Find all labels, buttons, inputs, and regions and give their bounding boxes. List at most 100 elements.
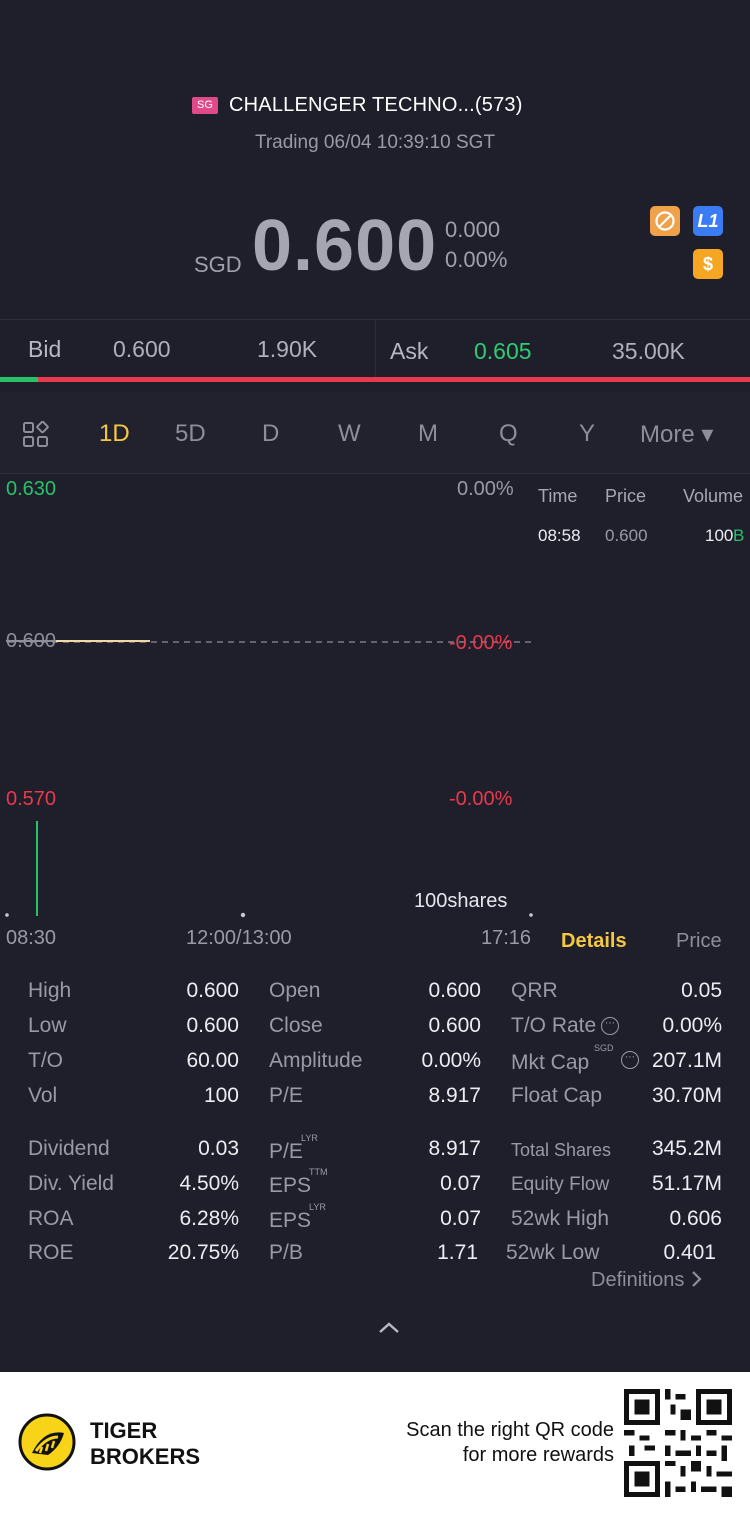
tab-details[interactable]: Details bbox=[561, 930, 627, 952]
stat-label: Close bbox=[269, 1014, 323, 1037]
stat-value: 0.600 bbox=[186, 1014, 239, 1037]
stat-value: 20.75% bbox=[167, 1241, 239, 1264]
tab-1d[interactable]: 1D bbox=[99, 420, 130, 447]
market-badge: SG bbox=[192, 97, 218, 114]
stat-value: 0.07 bbox=[440, 1172, 481, 1195]
tab-month[interactable]: M bbox=[418, 420, 438, 447]
stat-value: 51.17M bbox=[651, 1172, 722, 1195]
divider bbox=[375, 320, 376, 378]
stat-value: 0.00% bbox=[662, 1014, 722, 1037]
stat-label: P/B bbox=[269, 1241, 303, 1264]
tab-more[interactable]: More ▾ bbox=[640, 421, 714, 448]
stat-value: 30.70M bbox=[651, 1084, 722, 1107]
stat-value: 6.28% bbox=[179, 1207, 239, 1230]
stat-superscript: SGD bbox=[594, 1043, 614, 1053]
stat-label: Dividend bbox=[28, 1137, 110, 1160]
trading-status: Trading 06/04 10:39:10 SGT bbox=[254, 132, 496, 153]
chevron-right-icon bbox=[692, 1271, 702, 1287]
pct-axis-mid: -0.00% bbox=[449, 632, 513, 654]
promo-text-line1: Scan the right QR code bbox=[406, 1419, 614, 1441]
stat-value: 0.07 bbox=[440, 1207, 481, 1230]
stat-label: T/O Rate bbox=[511, 1014, 597, 1037]
stat-superscript: LYR bbox=[309, 1202, 326, 1212]
stat-value: 1.71 bbox=[437, 1241, 478, 1264]
tab-day[interactable]: D bbox=[262, 420, 280, 447]
stat-value: 0.600 bbox=[428, 979, 481, 1002]
time-label-open: 08:30 bbox=[6, 927, 57, 949]
brand-name-line2: BROKERS bbox=[90, 1444, 201, 1469]
definitions-link[interactable]: Definitions bbox=[591, 1269, 702, 1292]
stat-label: Mkt Cap bbox=[511, 1051, 590, 1074]
time-tick bbox=[529, 913, 533, 917]
period-tab-bar bbox=[0, 392, 750, 474]
stat-value: 0.606 bbox=[669, 1207, 722, 1230]
chevron-up-icon[interactable] bbox=[377, 1320, 401, 1336]
tick-time: 08:58 bbox=[538, 526, 581, 545]
no-shorting-icon[interactable] bbox=[650, 206, 680, 236]
stat-label: Open bbox=[269, 979, 321, 1002]
price-currency: SGD bbox=[194, 252, 242, 277]
no-shorting-glyph-icon bbox=[655, 211, 675, 231]
stat-label: P/E bbox=[269, 1084, 303, 1107]
tab-year[interactable]: Y bbox=[579, 420, 596, 447]
stat-label: T/O bbox=[28, 1049, 63, 1072]
dollar-icon[interactable]: $ bbox=[693, 249, 723, 279]
stat-value: 0.03 bbox=[198, 1137, 239, 1160]
stat-value: 0.600 bbox=[186, 979, 239, 1002]
time-label-break: 12:00/13:00 bbox=[186, 927, 292, 949]
price-change-percent: 0.00% bbox=[445, 247, 508, 272]
stat-label: 52wk High bbox=[511, 1207, 610, 1230]
ask-ratio-bar bbox=[38, 377, 750, 382]
time-tick bbox=[5, 913, 9, 917]
stat-value: 100 bbox=[203, 1084, 239, 1107]
stat-value: 0.05 bbox=[681, 979, 722, 1002]
tick-header-price: Price bbox=[605, 486, 647, 506]
tab-price[interactable]: Price bbox=[676, 930, 722, 952]
tab-week[interactable]: W bbox=[338, 420, 361, 447]
info-icon[interactable]: ⋯ bbox=[621, 1051, 639, 1069]
time-label-now: 17:16 bbox=[481, 927, 532, 949]
brand-name-line1: TIGER bbox=[90, 1418, 158, 1443]
stat-label: Low bbox=[28, 1014, 67, 1037]
stat-label: Total Shares bbox=[511, 1140, 612, 1160]
stat-value: 345.2M bbox=[651, 1137, 722, 1160]
tick-volume: 100 bbox=[705, 526, 734, 545]
stat-value: 207.1M bbox=[651, 1049, 722, 1072]
tick-price: 0.600 bbox=[605, 526, 648, 545]
tab-5d[interactable]: 5D bbox=[175, 420, 206, 447]
stat-label: ROA bbox=[28, 1207, 74, 1230]
pct-axis-high: 0.00% bbox=[457, 478, 514, 500]
intraday-chart[interactable] bbox=[0, 474, 540, 954]
definitions-label: Definitions bbox=[591, 1269, 685, 1291]
stat-label: 52wk Low bbox=[506, 1241, 600, 1264]
qr-code bbox=[624, 1389, 732, 1497]
stat-superscript: LYR bbox=[301, 1133, 318, 1143]
info-icon[interactable]: ⋯ bbox=[601, 1017, 619, 1035]
stat-value: 0.600 bbox=[428, 1014, 481, 1037]
stat-label: High bbox=[28, 979, 72, 1002]
tab-quarter[interactable]: Q bbox=[499, 420, 518, 447]
y-axis-low: 0.570 bbox=[6, 788, 57, 810]
stat-label: QRR bbox=[511, 979, 558, 1002]
stat-label: ROE bbox=[28, 1241, 74, 1264]
chart-layout-icon[interactable] bbox=[22, 421, 50, 449]
stat-label: Amplitude bbox=[269, 1049, 363, 1072]
stat-superscript: TTM bbox=[309, 1167, 328, 1177]
bid-price: 0.600 bbox=[113, 336, 171, 362]
stat-value: 60.00 bbox=[186, 1049, 239, 1072]
tick-flag: B bbox=[733, 526, 745, 545]
level1-icon[interactable]: L1 bbox=[693, 206, 723, 236]
tick-header-volume: Volume bbox=[683, 486, 744, 506]
y-axis-prev-close: 0.600 bbox=[6, 630, 57, 652]
volume-label: 100shares bbox=[414, 890, 508, 912]
stat-value: 0.401 bbox=[663, 1241, 716, 1264]
last-price: 0.600 bbox=[252, 206, 438, 286]
stat-label: EPS bbox=[269, 1174, 312, 1197]
stat-value: 4.50% bbox=[179, 1172, 239, 1195]
stat-label: Equity Flow bbox=[511, 1174, 610, 1195]
ask-label: Ask bbox=[390, 338, 429, 364]
stat-label: EPS bbox=[269, 1209, 312, 1232]
stock-title[interactable]: CHALLENGER TECHNO...(573) bbox=[229, 94, 523, 116]
stat-value: 8.917 bbox=[428, 1137, 481, 1160]
stat-value: 8.917 bbox=[428, 1084, 481, 1107]
